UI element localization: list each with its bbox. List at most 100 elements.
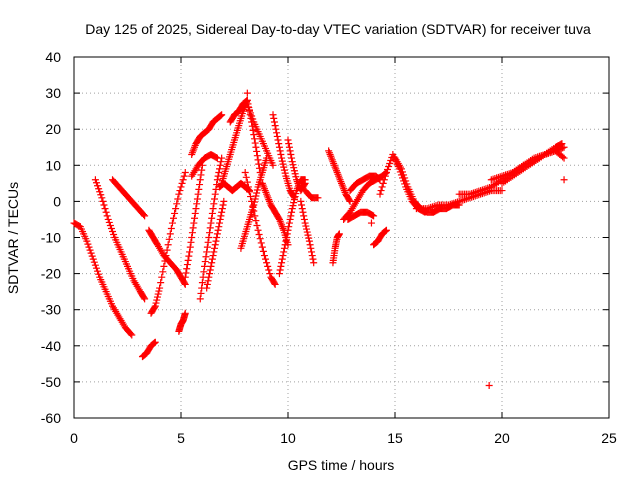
y-tick-label: -40: [41, 338, 61, 354]
data-point: [201, 262, 209, 270]
data-point-interp: [216, 112, 224, 120]
data-point: [382, 169, 390, 177]
data-point: [284, 136, 292, 144]
data-point-interp: [216, 165, 224, 173]
data-point: [211, 241, 219, 249]
data-point-interp: [250, 131, 258, 139]
data-point: [335, 230, 343, 238]
data-point-interp: [369, 211, 377, 219]
y-tick-label: 40: [45, 49, 61, 65]
data-point-interp: [193, 195, 201, 203]
data-point-interp: [258, 243, 266, 251]
data-point: [207, 262, 215, 270]
data-point-interp: [213, 230, 221, 238]
data-point-interp: [180, 172, 188, 180]
data-point-interp: [251, 139, 259, 147]
series-arc-11: [196, 154, 226, 303]
data-point-interp: [288, 208, 296, 216]
data-point-interp: [299, 208, 307, 216]
data-point-interp: [192, 205, 200, 213]
data-point: [346, 197, 354, 205]
data-point-interp: [253, 189, 261, 197]
data-point-interp: [219, 201, 227, 209]
data-point-interp: [287, 150, 295, 158]
data-point: [498, 187, 506, 195]
data-point-interp: [279, 160, 287, 168]
data-point-interp: [291, 193, 299, 201]
data-point-interp: [158, 273, 166, 281]
data-point-interp: [196, 176, 204, 184]
data-point-interp: [292, 173, 300, 181]
data-point-interp: [263, 259, 271, 267]
data-point-interp: [345, 196, 353, 204]
data-point-interp: [87, 249, 95, 257]
data-point: [376, 190, 384, 198]
data-point: [209, 205, 217, 213]
data-point-interp: [167, 224, 175, 232]
data-point-interp: [262, 255, 270, 263]
data-point-interp: [306, 241, 314, 249]
data-point: [168, 219, 176, 227]
data-point: [213, 176, 221, 184]
series-arc-12: [203, 197, 228, 292]
data-point: [190, 219, 198, 227]
data-point-interp: [308, 248, 316, 256]
data-point-interp: [278, 157, 286, 165]
data-point-interp: [153, 296, 161, 304]
data-point-interp: [206, 270, 214, 278]
data-point-interp: [286, 147, 294, 155]
data-point-interp: [207, 219, 215, 227]
data-point-interp: [198, 166, 206, 174]
data-point-interp: [276, 266, 284, 274]
data-point-interp: [304, 231, 312, 239]
data-point-interp: [275, 214, 283, 222]
data-point-interp: [275, 143, 283, 151]
data-point-interp: [274, 136, 282, 144]
data-point-interp: [97, 191, 105, 199]
data-point-interp: [257, 239, 265, 247]
series-arc-6: [147, 169, 189, 317]
data-point-interp: [204, 238, 212, 246]
data-point-interp: [253, 221, 261, 229]
data-point-interp: [278, 255, 286, 263]
data-point: [370, 212, 378, 220]
data-point: [175, 190, 183, 198]
data-point-interp: [211, 190, 219, 198]
data-point-interp: [382, 227, 390, 235]
y-tick-label: -10: [41, 230, 61, 246]
data-point-interp: [151, 303, 159, 311]
data-point: [558, 140, 566, 148]
data-point-interp: [218, 205, 226, 213]
data-point-interp: [381, 172, 389, 180]
data-point-interp: [208, 259, 216, 267]
data-point-interp: [200, 268, 208, 276]
data-point-interp: [164, 241, 172, 249]
series-outliers: [147, 89, 568, 390]
data-point-interp: [247, 109, 255, 117]
series-arc-7: [175, 309, 189, 335]
data-point-interp: [191, 214, 199, 222]
data-point-interp: [270, 114, 278, 122]
data-point-interp: [105, 218, 113, 226]
data-point-interp: [243, 97, 251, 105]
data-point-interp: [289, 161, 297, 169]
data-points: [70, 89, 568, 390]
data-point-interp: [385, 163, 393, 171]
data-point-interp: [96, 188, 104, 196]
data-point: [397, 165, 405, 173]
data-point-interp: [250, 135, 258, 143]
data-point-interp: [188, 229, 196, 237]
y-tick-label: -60: [41, 410, 61, 426]
data-point-interp: [252, 192, 260, 200]
data-point-interp: [165, 235, 173, 243]
data-point: [301, 179, 309, 187]
data-point-interp: [85, 243, 93, 251]
data-point: [181, 169, 189, 177]
data-point: [181, 280, 189, 288]
data-point-interp: [244, 183, 252, 191]
data-point-interp: [270, 118, 278, 126]
series-arc-8: [181, 161, 206, 281]
data-point-interp: [253, 152, 261, 160]
series-arc-24: [301, 187, 322, 202]
